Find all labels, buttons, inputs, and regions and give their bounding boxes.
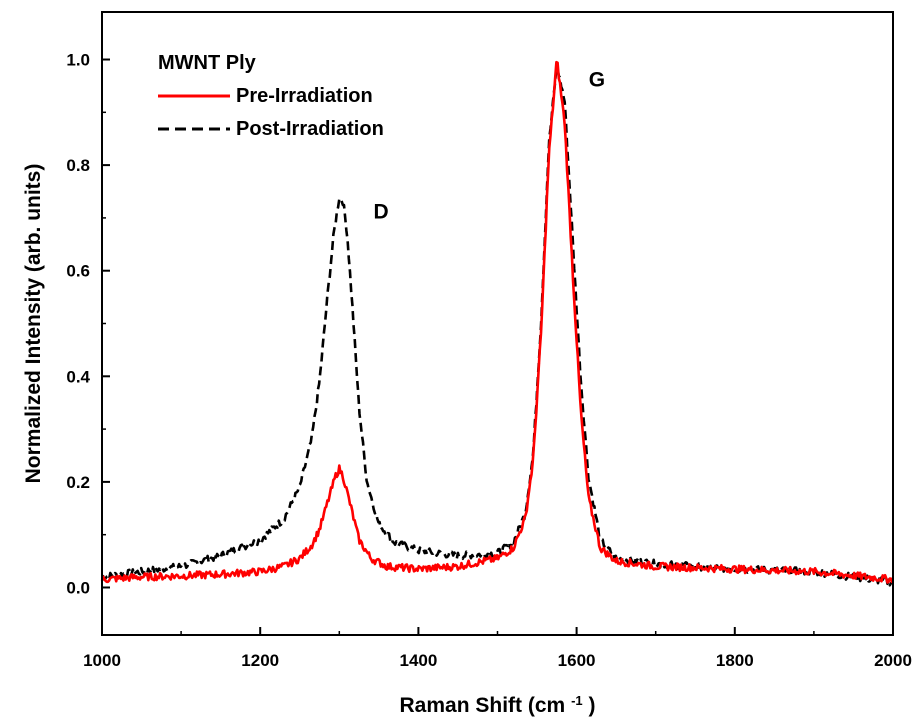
- legend-entry-label: Pre-Irradiation: [236, 85, 373, 107]
- series-layer: [100, 60, 894, 587]
- plot-frame: [101, 11, 894, 636]
- y-tick-label: 0.6: [66, 262, 90, 281]
- y-axis-title: Normalized Intensity (arb. units): [22, 164, 45, 484]
- x-axis-title: Raman Shift (cm -1 ): [400, 693, 596, 718]
- x-axis-title-main: Raman Shift (cm: [400, 694, 566, 717]
- series-line-post-irradiation: [101, 65, 894, 587]
- y-tick-label: 0.0: [66, 578, 90, 597]
- x-tick-label: 1600: [558, 651, 596, 670]
- legend-entry-label: Post-Irradiation: [236, 118, 384, 140]
- legend: MWNT Ply Pre-Irradiation Post-Irradiation: [158, 52, 384, 140]
- x-tick-label: 2000: [874, 651, 912, 670]
- y-tick-label: 0.8: [66, 156, 90, 175]
- x-tick-label: 1000: [83, 651, 121, 670]
- series-line-pre-irradiation: [100, 60, 894, 584]
- legend-title: MWNT Ply: [158, 52, 257, 74]
- axis-ticks: 1000 1200 1400 1600 1800 2000 0.0 0.2 0.4 0.6 0.8 1…: [66, 51, 912, 670]
- x-tick-label: 1200: [241, 651, 279, 670]
- x-axis-title-sup: -1: [571, 693, 583, 708]
- y-tick-label: 1.0: [66, 51, 90, 70]
- x-tick-label: 1800: [716, 651, 754, 670]
- peak-label-d: D: [374, 201, 389, 224]
- peak-annotations: DG: [374, 69, 605, 224]
- peak-label-g: G: [589, 69, 605, 92]
- x-axis-title-tail: ): [588, 694, 595, 717]
- x-tick-label: 1400: [399, 651, 437, 670]
- y-tick-label: 0.2: [66, 473, 90, 492]
- y-tick-label: 0.4: [66, 367, 90, 386]
